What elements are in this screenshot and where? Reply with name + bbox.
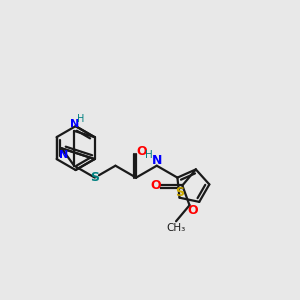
Text: S: S <box>175 186 184 200</box>
Text: N: N <box>59 150 68 160</box>
Text: N: N <box>70 119 79 129</box>
Text: O: O <box>187 204 198 218</box>
Text: N: N <box>152 154 162 167</box>
Text: O: O <box>136 146 147 158</box>
Text: CH₃: CH₃ <box>167 223 186 233</box>
Text: S: S <box>90 171 99 184</box>
Text: O: O <box>150 179 161 192</box>
Text: H: H <box>145 150 153 160</box>
Text: H: H <box>77 113 85 124</box>
